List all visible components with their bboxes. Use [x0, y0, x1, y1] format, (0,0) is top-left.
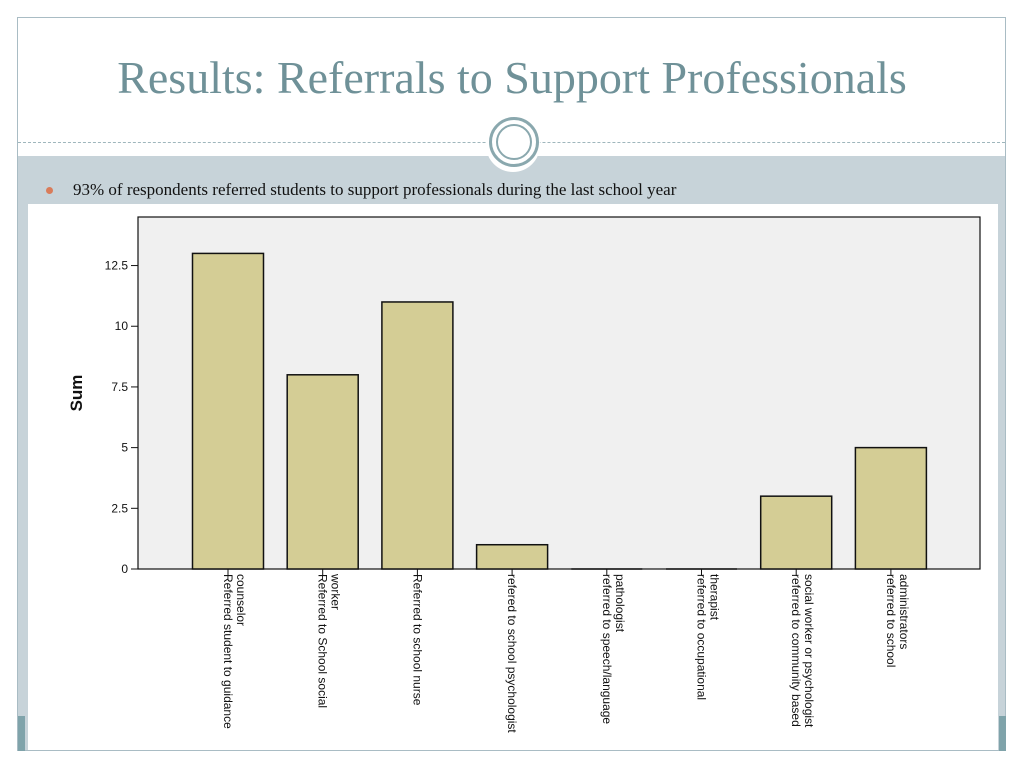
- y-tick-label: 2.5: [111, 501, 128, 515]
- x-category-label-line: Referred student to guidance: [221, 574, 235, 729]
- x-category-label: refered to school psychologist: [505, 574, 519, 733]
- bullet-dot-icon: [46, 186, 53, 194]
- y-axis-label: Sum: [67, 375, 86, 412]
- x-category-label: Referred student to guidance counselor: [221, 574, 248, 729]
- bar: [286, 374, 359, 570]
- y-tick-label: 12.5: [105, 259, 129, 273]
- x-category-label: Referred to school nurse: [410, 574, 424, 706]
- x-category-label-line: refered to school psychologist: [505, 574, 519, 733]
- bar: [759, 495, 833, 570]
- right-accent-bar: [999, 716, 1006, 751]
- bullet-text: 93% of respondents referred students to …: [73, 180, 677, 199]
- x-category-label-line: social worker or psychologist: [802, 574, 816, 728]
- x-category-label-line: pathologist: [613, 574, 627, 633]
- slide-title: Results: Referrals to Support Profession…: [117, 52, 907, 103]
- y-tick-label: 5: [121, 441, 128, 455]
- x-category-label-line: worker: [329, 573, 343, 610]
- x-category-label-line: counselor: [234, 574, 248, 626]
- x-category-label-line: referred to community based: [789, 574, 803, 727]
- x-category-label: referred to occupational therapist: [695, 574, 722, 700]
- ornament-ring-inner: [496, 124, 532, 160]
- x-category-label: referred to school administrators: [884, 574, 911, 667]
- y-tick-label: 10: [115, 319, 129, 333]
- bar: [475, 543, 549, 570]
- bullet-item: 93% of respondents referred students to …: [46, 178, 676, 202]
- bar: [191, 252, 265, 570]
- bar: [854, 446, 928, 570]
- x-category-label-line: referred to occupational: [695, 574, 709, 700]
- y-tick-label: 7.5: [111, 380, 128, 394]
- x-category-label-line: Referred to School social: [316, 574, 330, 708]
- x-category-label: referred to speech/language pathologist: [600, 574, 627, 724]
- y-tick-label: 0: [121, 562, 128, 576]
- x-category-label: referred to community based social worker…: [789, 574, 816, 728]
- bar-chart: 0 2.5 5 7.5 10 12.5 Sum Referred student to gui…: [67, 216, 981, 733]
- left-accent-bar: [18, 716, 25, 751]
- bar: [381, 301, 454, 570]
- x-category-label-line: therapist: [708, 574, 722, 621]
- x-category-label-line: Referred to school nurse: [410, 574, 424, 706]
- x-category-label-line: referred to school: [884, 574, 898, 667]
- plot-area: [137, 216, 981, 570]
- x-category-label: Referred to School social worker: [316, 573, 343, 708]
- x-category-label-line: administrators: [897, 574, 911, 649]
- x-category-label-line: referred to speech/language: [600, 574, 614, 724]
